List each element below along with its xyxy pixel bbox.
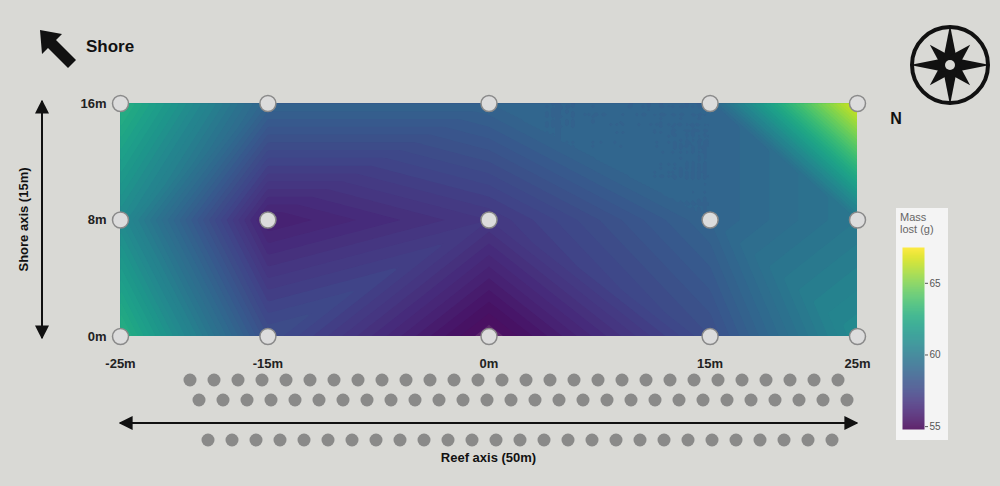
svg-text:Shore axis (15m): Shore axis (15m) — [16, 167, 31, 271]
svg-text:-25m: -25m — [105, 356, 135, 371]
svg-text:0m: 0m — [88, 329, 107, 344]
html-text:Mass lost (g): Mass lost (g) — [900, 211, 934, 235]
svg-text:8m: 8m — [88, 212, 107, 227]
svg-text:15m: 15m — [697, 356, 723, 371]
svg-text:0m: 0m — [480, 356, 499, 371]
svg-text:55: 55 — [930, 421, 942, 432]
svg-text:Reef axis (50m): Reef axis (50m) — [441, 450, 536, 465]
svg-text:65: 65 — [930, 278, 942, 289]
svg-text:60: 60 — [930, 349, 942, 360]
svg-text:25m: 25m — [844, 356, 870, 371]
svg-text:Shore: Shore — [86, 37, 134, 56]
svg-text:N: N — [890, 110, 902, 127]
svg-text:-15m: -15m — [253, 356, 283, 371]
svg-text:16m: 16m — [80, 96, 106, 111]
